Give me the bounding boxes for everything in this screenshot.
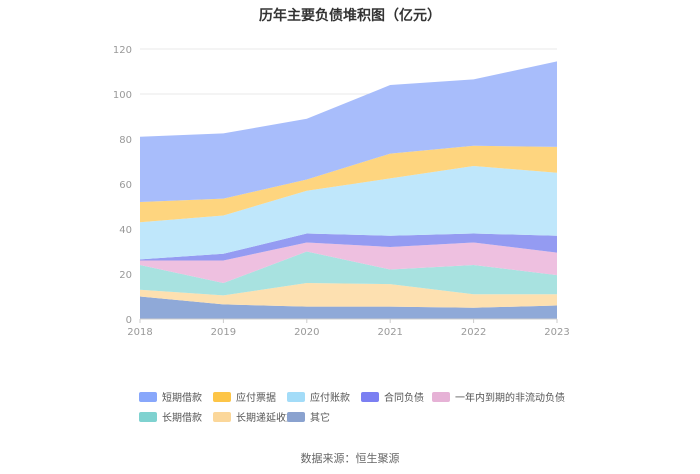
legend-label: 应付票据 (236, 391, 276, 404)
x-tick-label: 2019 (211, 327, 236, 338)
x-tick-label: 2018 (127, 327, 152, 338)
legend-swatch (287, 392, 305, 402)
legend-item[interactable]: 一年内到期的非流动负债 (432, 391, 565, 404)
area-1 (140, 283, 557, 308)
y-tick-label: 120 (113, 45, 132, 56)
legend-swatch (361, 392, 379, 402)
legend-item[interactable]: 长期借款 (139, 411, 202, 424)
legend-item[interactable]: 应付账款 (287, 391, 350, 404)
legend-label: 短期借款 (162, 391, 202, 404)
x-tick-label: 2020 (294, 327, 319, 338)
data-source-note: 数据来源：恒生聚源 (301, 451, 400, 465)
x-tick-label: 2021 (377, 327, 402, 338)
y-tick-label: 80 (119, 135, 132, 146)
y-tick-label: 40 (119, 225, 132, 236)
legend-label: 其它 (310, 411, 330, 424)
legend-item[interactable]: 合同负债 (361, 391, 424, 404)
area-2 (140, 251, 557, 296)
legend-item[interactable]: 长期递延收益 (213, 411, 296, 424)
legend-swatch (139, 392, 157, 402)
legend-label: 应付账款 (310, 391, 350, 404)
area-series (140, 61, 557, 319)
legend-label: 合同负债 (384, 391, 424, 404)
legend-swatch (432, 392, 450, 402)
legend-item[interactable]: 短期借款 (139, 391, 202, 404)
y-tick-label: 100 (113, 90, 132, 101)
area-6 (140, 145, 557, 223)
legend-swatch (213, 392, 231, 402)
y-tick-label: 20 (119, 270, 132, 281)
legend-swatch (287, 412, 305, 422)
legend-item[interactable]: 其它 (287, 411, 330, 424)
legend-label: 长期借款 (162, 411, 202, 424)
legend-label: 一年内到期的非流动负债 (455, 391, 565, 404)
y-tick-label: 60 (119, 180, 132, 191)
axes: 0 20 40 60 80 100 120 2018 2019 2020 2021 2022 2023 (113, 45, 570, 338)
area-7 (140, 61, 557, 202)
area-3 (140, 242, 557, 283)
chart-title: 历年主要负债堆积图（亿元） (259, 7, 441, 24)
legend-swatch (139, 412, 157, 422)
legend-item[interactable]: 应付票据 (213, 391, 276, 404)
area-5 (140, 166, 557, 260)
area-0 (140, 296, 557, 319)
area-4 (140, 233, 557, 261)
y-tick-label: 0 (126, 315, 132, 326)
legend-swatch (213, 412, 231, 422)
legend-label: 长期递延收益 (236, 411, 296, 424)
x-tick-label: 2022 (461, 327, 486, 338)
x-tick-label: 2023 (544, 327, 569, 338)
